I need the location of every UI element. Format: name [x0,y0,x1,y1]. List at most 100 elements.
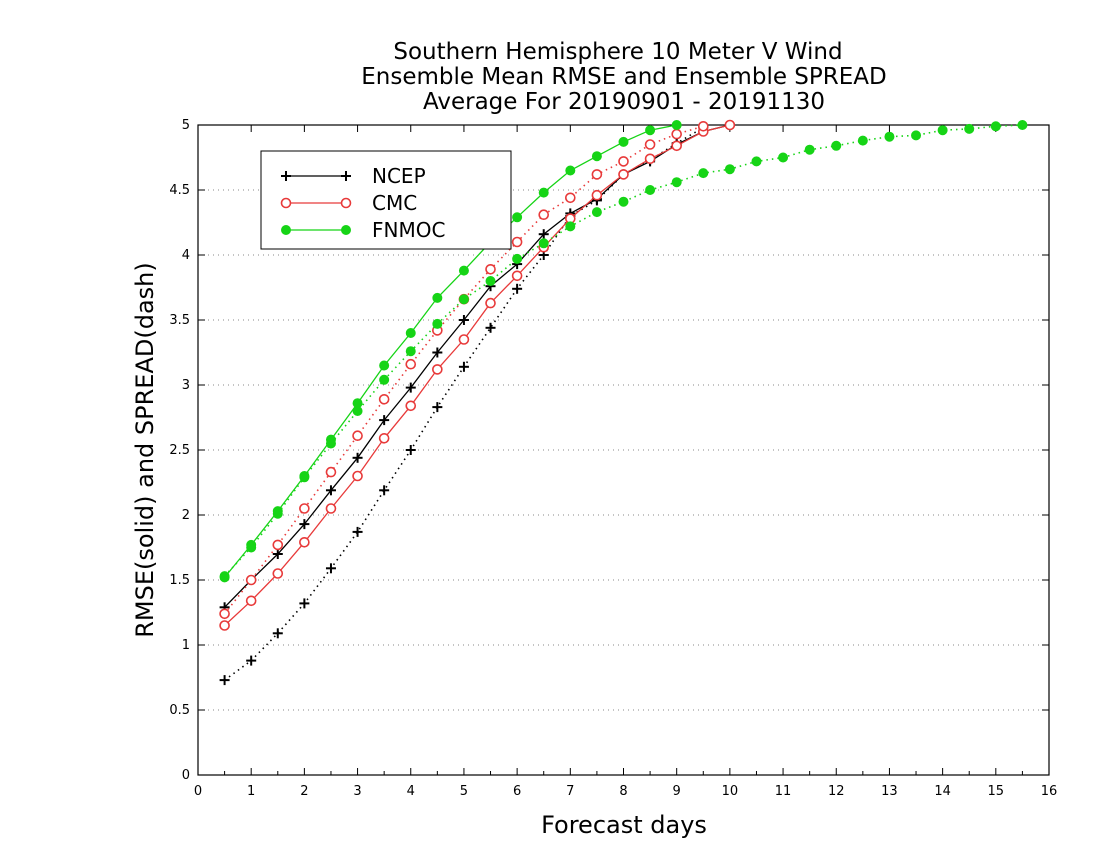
legend-label-ncep: NCEP [372,164,426,188]
ncep-spread-point [458,361,469,372]
fnmoc-spread-point [911,130,922,141]
y-tick-label: 5 [182,118,190,133]
y-tick-label: 3.5 [169,313,190,328]
title-line-1: Southern Hemisphere 10 Meter V Wind [393,39,842,65]
cmc-spread-point [671,128,682,140]
fnmoc-spread-point [698,168,709,179]
fnmoc-spread-point [379,374,390,385]
ncep-rmse-point [352,452,363,463]
x-tick-label: 1 [247,784,255,799]
ncep-spread-point [272,628,283,639]
cmc-spread-point [405,358,417,370]
legend-marker-fnmoc-end [341,225,351,235]
ncep-rmse-point [432,347,443,358]
legend-label-cmc: CMC [372,191,417,215]
legend-marker-cmc-end [340,197,352,209]
x-tick-label: 7 [566,784,574,799]
cmc-spread-point [511,236,523,248]
fnmoc-rmse-point [618,136,629,147]
cmc-spread-point [219,608,230,620]
cmc-rmse-point [724,119,736,131]
fnmoc-rmse-point [538,187,549,198]
y-tick-label: 4 [182,248,190,263]
cmc-rmse-point [352,470,363,482]
fnmoc-spread-point [831,140,842,151]
legend-marker-fnmoc-start [281,225,291,235]
y-tick-label: 2.5 [169,443,190,458]
ncep-rmse-point [458,315,469,325]
cmc-spread-point [272,539,284,551]
fnmoc-rmse-point [645,125,656,136]
fnmoc-spread-point [964,123,975,134]
cmc-rmse-point [485,297,496,309]
ncep-rmse-point [405,382,416,393]
fnmoc-spread-point [751,156,762,167]
fnmoc-spread-point [485,276,496,286]
fnmoc-spread-point [804,144,815,155]
fnmoc-spread-point [778,152,789,163]
ncep-spread-point [352,526,363,537]
ncep-rmse-point [325,485,336,496]
cmc-spread-point [565,192,576,204]
ncep-spread-point [219,675,230,686]
cmc-rmse-point [671,140,682,152]
legend-box [260,150,512,250]
ncep-rmse-point [538,229,549,240]
axes [197,124,1050,776]
fnmoc-spread-point [299,472,310,483]
x-tick-label: 6 [513,784,521,799]
ncep-rmse-point [299,519,310,530]
x-tick-label: 14 [934,784,951,799]
cmc-rmse-point [325,503,337,514]
cmc-rmse-point [432,364,443,375]
fnmoc-spread-point [884,131,895,142]
tick-labels: 0 1 2 3 4 5 6 7 8 9 10 11 12 13 14 15 1600.511.522.533.5… [169,118,1057,799]
fnmoc-spread-point [990,121,1001,132]
fnmoc-spread-point [458,294,469,305]
fnmoc-spread-point [618,196,629,207]
fnmoc-spread-point [724,164,735,175]
cmc-spread-point [538,209,550,220]
x-tick-label: 16 [1041,784,1058,799]
fnmoc-spread-point [512,253,523,264]
fnmoc-rmse-point [512,212,523,223]
fnmoc-rmse-point [379,360,390,371]
x-tick-label: 11 [775,784,792,799]
fnmoc-rmse-point [432,292,443,303]
gridlines [198,189,1049,711]
y-tick-label: 0 [182,768,190,783]
cmc-spread-point [618,156,629,167]
y-tick-label: 4.5 [169,183,190,198]
cmc-spread-point [325,466,337,478]
cmc-rmse-point [219,620,230,631]
title-line-3: Average For 20190901 - 20191130 [423,89,825,115]
cmc-spread-point [591,169,603,180]
x-tick-label: 3 [353,784,361,799]
fnmoc-rmse-point [565,165,576,176]
y-axis-label: RMSE(solid) and SPREAD(dash) [131,262,159,638]
ncep-rmse-line [224,124,731,608]
fnmoc-rmse-point [405,328,416,338]
ncep-spread-point [405,445,416,455]
x-tick-label: 0 [194,784,202,799]
cmc-rmse-point [511,270,523,282]
x-tick-label: 13 [881,784,898,799]
ncep-spread-point [512,283,523,294]
fnmoc-spread-point [352,406,363,416]
fnmoc-spread-point [565,221,576,232]
ncep-spread-point [432,402,443,413]
fnmoc-spread-point [432,318,443,329]
cmc-spread-point [644,139,656,150]
ncep-spread-point [246,655,257,666]
x-tick-label: 10 [722,784,739,799]
ncep-rmse-point [379,415,390,426]
x-tick-label: 15 [988,784,1005,799]
legend-marker-cmc-start [280,197,292,209]
cmc-rmse-point [591,189,603,201]
fnmoc-spread-point [325,438,336,449]
fnmoc-spread-point [538,238,549,249]
fnmoc-spread-point [219,571,230,582]
fnmoc-spread-point [272,508,283,519]
